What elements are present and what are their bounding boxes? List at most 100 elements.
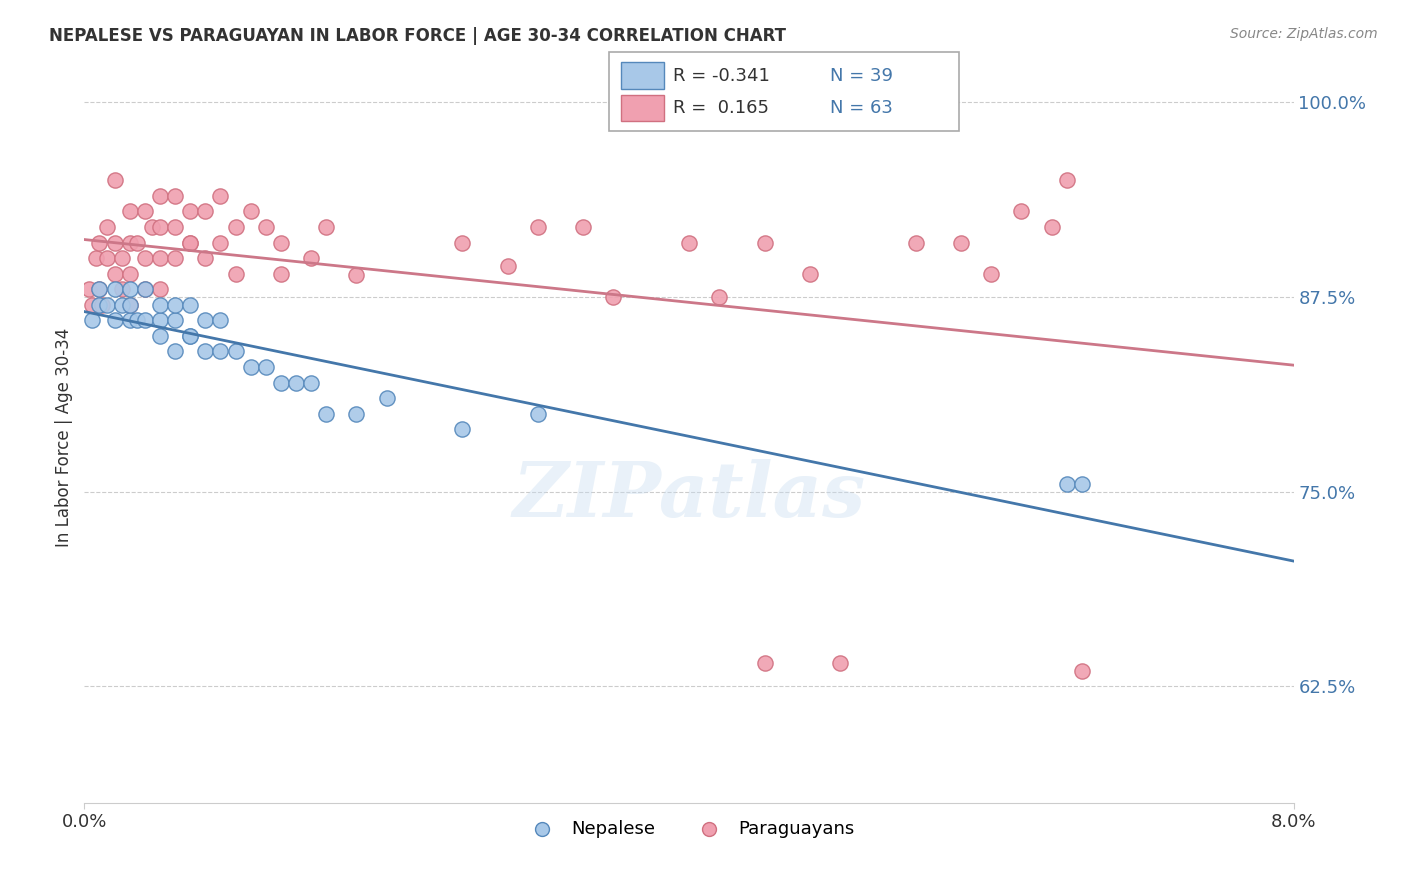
Point bbox=[111, 251, 134, 265]
Point bbox=[149, 282, 172, 296]
Point bbox=[754, 656, 776, 670]
Point bbox=[127, 235, 149, 250]
Point bbox=[165, 219, 187, 234]
Point bbox=[270, 267, 292, 281]
Point bbox=[270, 376, 292, 390]
Text: R = -0.341: R = -0.341 bbox=[673, 67, 770, 85]
Point bbox=[209, 189, 232, 203]
Point bbox=[134, 204, 156, 219]
Point bbox=[89, 235, 111, 250]
Point bbox=[104, 235, 127, 250]
Text: ZIPatlas: ZIPatlas bbox=[512, 458, 866, 533]
Point bbox=[127, 313, 149, 327]
Point bbox=[165, 189, 187, 203]
Point bbox=[134, 282, 156, 296]
Point bbox=[96, 298, 118, 312]
Point bbox=[375, 391, 398, 405]
Point bbox=[104, 313, 127, 327]
Text: NEPALESE VS PARAGUAYAN IN LABOR FORCE | AGE 30-34 CORRELATION CHART: NEPALESE VS PARAGUAYAN IN LABOR FORCE | … bbox=[49, 27, 786, 45]
Point bbox=[77, 282, 100, 296]
Point bbox=[225, 344, 247, 359]
Point bbox=[80, 313, 103, 327]
Point bbox=[179, 298, 201, 312]
Point bbox=[179, 235, 201, 250]
Point bbox=[118, 204, 141, 219]
Point bbox=[149, 189, 172, 203]
Text: Source: ZipAtlas.com: Source: ZipAtlas.com bbox=[1230, 27, 1378, 41]
Point bbox=[346, 268, 368, 283]
Point bbox=[179, 204, 201, 219]
Text: N = 63: N = 63 bbox=[830, 99, 893, 117]
Point bbox=[209, 235, 232, 250]
Text: N = 39: N = 39 bbox=[830, 67, 893, 85]
Point bbox=[315, 219, 337, 234]
Point bbox=[254, 359, 277, 374]
Point bbox=[1056, 476, 1078, 491]
Point bbox=[225, 219, 247, 234]
Point bbox=[149, 219, 172, 234]
Point bbox=[165, 251, 187, 265]
Point bbox=[904, 235, 927, 250]
Point bbox=[149, 329, 172, 343]
Point bbox=[149, 313, 172, 327]
Point bbox=[118, 282, 141, 296]
Point bbox=[149, 251, 172, 265]
Point bbox=[134, 251, 156, 265]
Point bbox=[254, 219, 277, 234]
Point bbox=[602, 290, 624, 304]
Point bbox=[111, 298, 134, 312]
Point bbox=[225, 267, 247, 281]
Point bbox=[118, 298, 141, 312]
Point bbox=[209, 344, 232, 359]
Point bbox=[118, 267, 141, 281]
Legend: Nepalese, Paraguayans: Nepalese, Paraguayans bbox=[516, 813, 862, 845]
Point bbox=[89, 298, 111, 312]
Point bbox=[1071, 476, 1094, 491]
Point bbox=[89, 282, 111, 296]
Point bbox=[194, 313, 217, 327]
Point bbox=[239, 359, 262, 374]
Point bbox=[299, 251, 322, 265]
Point bbox=[118, 313, 141, 327]
Point bbox=[346, 407, 368, 421]
Point bbox=[270, 235, 292, 250]
Point bbox=[86, 251, 108, 265]
Point bbox=[111, 282, 134, 296]
Point bbox=[527, 219, 550, 234]
Point bbox=[194, 204, 217, 219]
Point bbox=[285, 376, 308, 390]
Point bbox=[104, 282, 127, 296]
Point bbox=[527, 407, 550, 421]
Point bbox=[91, 298, 114, 312]
Point bbox=[165, 298, 187, 312]
Point bbox=[165, 344, 187, 359]
Point bbox=[134, 282, 156, 296]
Point bbox=[80, 298, 103, 312]
Point bbox=[980, 267, 1002, 281]
Point bbox=[572, 219, 595, 234]
Point bbox=[194, 344, 217, 359]
Point bbox=[1040, 219, 1063, 234]
Point bbox=[149, 298, 172, 312]
Point bbox=[451, 235, 474, 250]
Point bbox=[830, 656, 852, 670]
Point bbox=[179, 329, 201, 343]
Point bbox=[1056, 173, 1078, 187]
Text: R =  0.165: R = 0.165 bbox=[673, 99, 769, 117]
Point bbox=[134, 313, 156, 327]
Point bbox=[709, 290, 731, 304]
Point bbox=[104, 173, 127, 187]
Point bbox=[118, 235, 141, 250]
Point bbox=[950, 235, 973, 250]
Point bbox=[1071, 664, 1094, 678]
Point bbox=[678, 235, 700, 250]
Point bbox=[239, 204, 262, 219]
Point bbox=[299, 376, 322, 390]
Point bbox=[209, 313, 232, 327]
Point bbox=[496, 259, 519, 273]
Point bbox=[179, 329, 201, 343]
Point bbox=[165, 313, 187, 327]
Point bbox=[315, 407, 337, 421]
Y-axis label: In Labor Force | Age 30-34: In Labor Force | Age 30-34 bbox=[55, 327, 73, 547]
Point bbox=[179, 235, 201, 250]
